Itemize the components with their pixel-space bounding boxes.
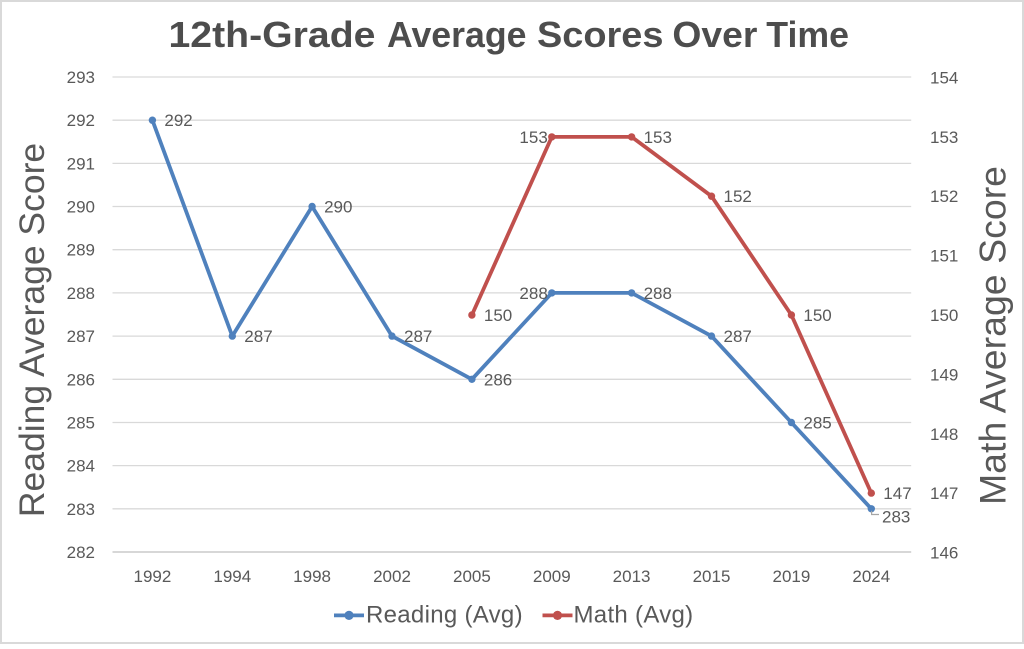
svg-text:Reading Average Score: Reading Average Score xyxy=(12,143,52,517)
svg-text:286: 286 xyxy=(67,370,95,389)
svg-text:2024: 2024 xyxy=(852,567,890,586)
svg-text:Math (Avg): Math (Avg) xyxy=(574,601,694,628)
svg-text:150: 150 xyxy=(803,306,831,325)
svg-text:282: 282 xyxy=(67,543,95,562)
svg-text:286: 286 xyxy=(484,370,512,389)
svg-text:153: 153 xyxy=(519,128,547,147)
svg-text:151: 151 xyxy=(930,247,958,266)
svg-text:1998: 1998 xyxy=(293,567,331,586)
svg-text:288: 288 xyxy=(67,284,95,303)
svg-text:Math Average Score: Math Average Score xyxy=(971,166,1013,505)
svg-text:1992: 1992 xyxy=(133,567,171,586)
svg-text:153: 153 xyxy=(644,128,672,147)
svg-text:149: 149 xyxy=(930,365,958,384)
svg-text:147: 147 xyxy=(930,484,958,503)
svg-text:154: 154 xyxy=(930,69,958,88)
svg-text:293: 293 xyxy=(67,68,95,87)
svg-text:288: 288 xyxy=(519,284,547,303)
svg-text:285: 285 xyxy=(67,414,95,433)
svg-text:153: 153 xyxy=(930,128,958,147)
svg-text:288: 288 xyxy=(644,284,672,303)
svg-text:285: 285 xyxy=(803,414,831,433)
svg-text:146: 146 xyxy=(930,544,958,563)
svg-text:2005: 2005 xyxy=(453,567,491,586)
svg-text:292: 292 xyxy=(67,111,95,130)
svg-text:290: 290 xyxy=(324,198,352,217)
svg-text:287: 287 xyxy=(67,327,95,346)
svg-text:148: 148 xyxy=(930,425,958,444)
svg-text:147: 147 xyxy=(883,484,911,503)
svg-text:283: 283 xyxy=(882,508,910,527)
svg-text:292: 292 xyxy=(164,111,192,130)
svg-text:291: 291 xyxy=(67,154,95,173)
svg-text:1994: 1994 xyxy=(213,567,251,586)
svg-text:Reading (Avg): Reading (Avg) xyxy=(366,601,523,628)
svg-text:2002: 2002 xyxy=(373,567,411,586)
svg-text:287: 287 xyxy=(404,327,432,346)
svg-text:152: 152 xyxy=(930,187,958,206)
svg-text:283: 283 xyxy=(67,500,95,519)
svg-text:2019: 2019 xyxy=(772,567,810,586)
svg-text:284: 284 xyxy=(67,457,95,476)
svg-text:2013: 2013 xyxy=(613,567,651,586)
svg-text:150: 150 xyxy=(930,306,958,325)
svg-text:290: 290 xyxy=(67,198,95,217)
svg-text:152: 152 xyxy=(724,187,752,206)
svg-text:287: 287 xyxy=(724,327,752,346)
svg-text:287: 287 xyxy=(244,327,272,346)
svg-text:289: 289 xyxy=(67,241,95,260)
svg-text:2009: 2009 xyxy=(533,567,571,586)
svg-text:2015: 2015 xyxy=(693,567,731,586)
svg-text:150: 150 xyxy=(484,306,512,325)
